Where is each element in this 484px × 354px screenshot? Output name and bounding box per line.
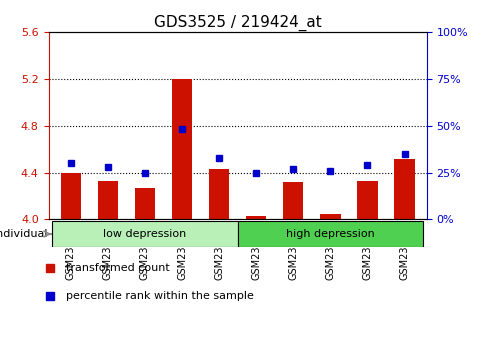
Bar <box>237 221 422 247</box>
Bar <box>171 79 192 219</box>
Bar <box>209 169 229 219</box>
Bar <box>393 159 414 219</box>
Bar <box>319 213 340 219</box>
Bar <box>60 172 81 219</box>
Bar <box>97 181 118 219</box>
Text: low depression: low depression <box>103 229 186 239</box>
Text: high depression: high depression <box>286 229 374 239</box>
Text: individual: individual <box>0 229 47 239</box>
Bar <box>135 188 155 219</box>
Bar <box>283 182 303 219</box>
Bar <box>357 181 377 219</box>
Title: GDS3525 / 219424_at: GDS3525 / 219424_at <box>153 14 321 30</box>
Bar <box>245 216 266 219</box>
Bar <box>52 221 237 247</box>
Text: percentile rank within the sample: percentile rank within the sample <box>66 291 253 301</box>
Text: transformed count: transformed count <box>66 263 169 273</box>
